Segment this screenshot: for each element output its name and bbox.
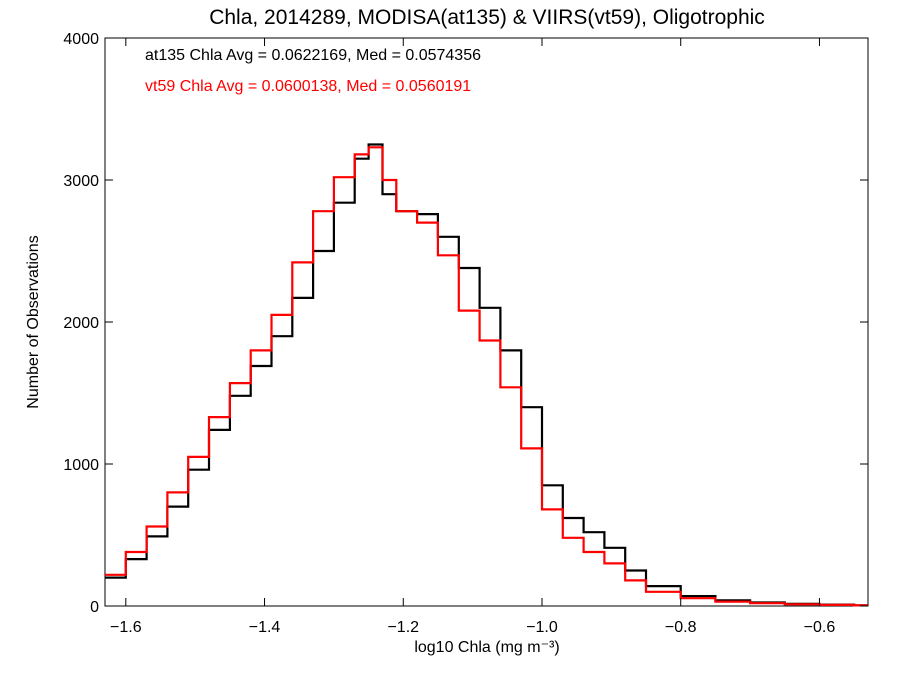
annotation-vt59: vt59 Chla Avg = 0.0600138, Med = 0.05601… bbox=[145, 78, 471, 95]
x-tick-label: −1.0 bbox=[526, 619, 558, 636]
series-vt59-histogram bbox=[105, 146, 868, 607]
annotation-at135: at135 Chla Avg = 0.0622169, Med = 0.0574… bbox=[145, 47, 481, 64]
x-axis-label: log10 Chla (mg m⁻³) bbox=[414, 639, 559, 656]
y-tick-label: 0 bbox=[90, 599, 99, 616]
x-tick-label: −0.8 bbox=[665, 619, 697, 636]
x-axis: −1.6 −1.4 −1.2 −1.0 −0.8 −0.6 bbox=[110, 38, 835, 636]
series-at135-histogram bbox=[105, 143, 868, 607]
y-axis-label: Number of Observations bbox=[25, 235, 42, 408]
x-tick-label: −1.6 bbox=[110, 619, 142, 636]
x-tick-label: −1.2 bbox=[387, 619, 419, 636]
plot-frame bbox=[104, 37, 869, 607]
x-tick-label: −1.4 bbox=[249, 619, 281, 636]
y-tick-label: 4000 bbox=[63, 31, 99, 48]
x-tick-label: −0.6 bbox=[804, 619, 836, 636]
data-layer bbox=[105, 143, 868, 607]
y-tick-label: 3000 bbox=[63, 173, 99, 190]
chart-title: Chla, 2014289, MODISA(at135) & VIIRS(vt5… bbox=[209, 6, 765, 29]
y-tick-label: 1000 bbox=[63, 457, 99, 474]
y-axis: 0 1000 2000 3000 4000 bbox=[63, 31, 868, 616]
y-tick-label: 2000 bbox=[63, 315, 99, 332]
